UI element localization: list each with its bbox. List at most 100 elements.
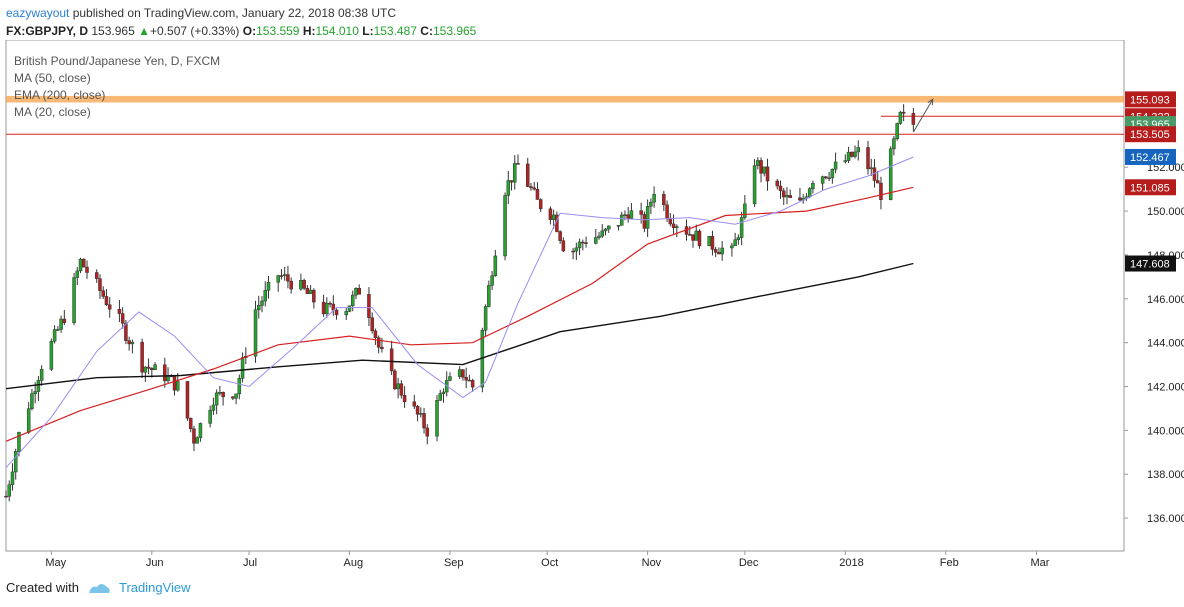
candle-body	[639, 210, 643, 215]
y-tick-label: 150.000	[1147, 206, 1184, 218]
candle-body	[548, 208, 553, 220]
candle-body	[435, 400, 439, 437]
candle-body	[282, 274, 287, 276]
price-label: 152.467	[1130, 152, 1170, 164]
candle-body	[17, 432, 21, 452]
candle-body	[781, 190, 786, 198]
candle-body	[827, 177, 831, 180]
candle-body	[600, 230, 605, 237]
candle-body	[266, 281, 271, 291]
candle-body	[901, 111, 906, 114]
candle-body	[532, 187, 536, 190]
low-label: L:	[362, 24, 374, 38]
change-up-icon: ▲	[138, 24, 150, 38]
ohlc-line: FX:GBPJPY, D 153.965 ▲+0.507 (+0.33%) O:…	[6, 22, 476, 40]
candle-body	[305, 287, 310, 294]
candle-body	[811, 183, 815, 189]
candle-body	[380, 346, 384, 350]
price-label: 155.093	[1130, 94, 1170, 106]
price-chart[interactable]: 136.000 138.000 140.000 142.000 144.000 146.0…	[0, 40, 1184, 572]
ma50-line	[5, 186, 914, 442]
candle-body	[759, 160, 763, 174]
chart-legend: British Pound/Japanese Yen, D, FXCM MA (…	[14, 54, 220, 119]
x-tick-label: Aug	[344, 557, 364, 569]
candle-body	[461, 369, 465, 378]
y-tick-label: 138.000	[1147, 469, 1184, 481]
x-tick-label: Jul	[243, 557, 257, 569]
candle-body	[85, 266, 89, 273]
candle-body	[166, 375, 170, 382]
candle-body	[697, 230, 702, 247]
candle-body	[82, 258, 86, 268]
candle-body	[260, 300, 264, 306]
legend-ma50: MA (50, close)	[14, 71, 91, 85]
candle-body	[49, 341, 54, 370]
author-link[interactable]: eazywayout	[6, 6, 70, 20]
candle-body	[798, 197, 802, 201]
open-value: 153.559	[256, 24, 300, 38]
price-label-box	[1125, 179, 1176, 196]
candle-body	[616, 225, 621, 227]
candle-body	[62, 318, 67, 324]
created-with-text: Created with	[6, 580, 79, 595]
candle-body	[36, 380, 41, 392]
candle-body	[150, 368, 154, 371]
candle-body	[535, 188, 540, 200]
candle-body	[237, 378, 242, 395]
candle-body	[7, 484, 11, 497]
candle-body	[506, 180, 511, 196]
candle-body	[130, 341, 135, 345]
price-label-box	[1125, 126, 1176, 143]
legend-symbol: British Pound/Japanese Yen, D, FXCM	[14, 54, 220, 68]
plot-area[interactable]	[5, 40, 1125, 552]
candle-body	[253, 309, 258, 357]
candle-body	[720, 247, 724, 255]
candle-body	[513, 163, 517, 183]
candle-body	[869, 167, 873, 170]
candle-body	[743, 203, 747, 218]
candle-body	[717, 252, 721, 255]
candle-body	[464, 377, 468, 381]
candle-body	[393, 370, 397, 390]
candle-body	[843, 160, 848, 163]
candle-body	[98, 278, 102, 291]
candle-body	[412, 401, 417, 407]
candle-body	[308, 289, 313, 294]
candle-body	[571, 250, 575, 253]
candle-body	[140, 341, 144, 373]
y-tick-label: 146.000	[1147, 294, 1184, 306]
candle-body	[493, 255, 498, 277]
candle-body	[807, 188, 812, 197]
tradingview-link[interactable]: TradingView	[118, 580, 191, 595]
candle-body	[240, 357, 245, 379]
high-label: H:	[302, 24, 316, 38]
high-value: 154.010	[315, 24, 359, 38]
y-tick-label: 136.000	[1147, 513, 1184, 525]
candle-body	[172, 375, 177, 391]
price-label: 153.505	[1130, 129, 1170, 141]
candle-body	[425, 427, 430, 437]
candle-body	[892, 138, 896, 150]
candle-body	[441, 391, 446, 394]
candle-body	[603, 228, 608, 232]
price-label: 147.608	[1130, 259, 1170, 271]
candle-body	[10, 471, 15, 486]
candle-body	[490, 275, 494, 286]
candle-body	[78, 258, 83, 272]
candle-body	[895, 123, 899, 139]
candle-body	[231, 396, 235, 399]
candle-body	[642, 214, 647, 229]
candle-body	[208, 410, 212, 424]
price-label: 151.085	[1130, 182, 1170, 194]
x-tick-label: Dec	[739, 557, 759, 569]
candle-body	[325, 302, 329, 315]
candle-body	[279, 275, 284, 277]
candle-body	[376, 337, 381, 348]
candle-body	[619, 214, 624, 226]
candle-body	[830, 168, 835, 179]
candle-body	[574, 247, 579, 252]
candle-body	[888, 148, 893, 200]
x-tick-label: 2018	[839, 557, 863, 569]
candle-body	[457, 369, 462, 377]
candle-body	[775, 180, 780, 187]
